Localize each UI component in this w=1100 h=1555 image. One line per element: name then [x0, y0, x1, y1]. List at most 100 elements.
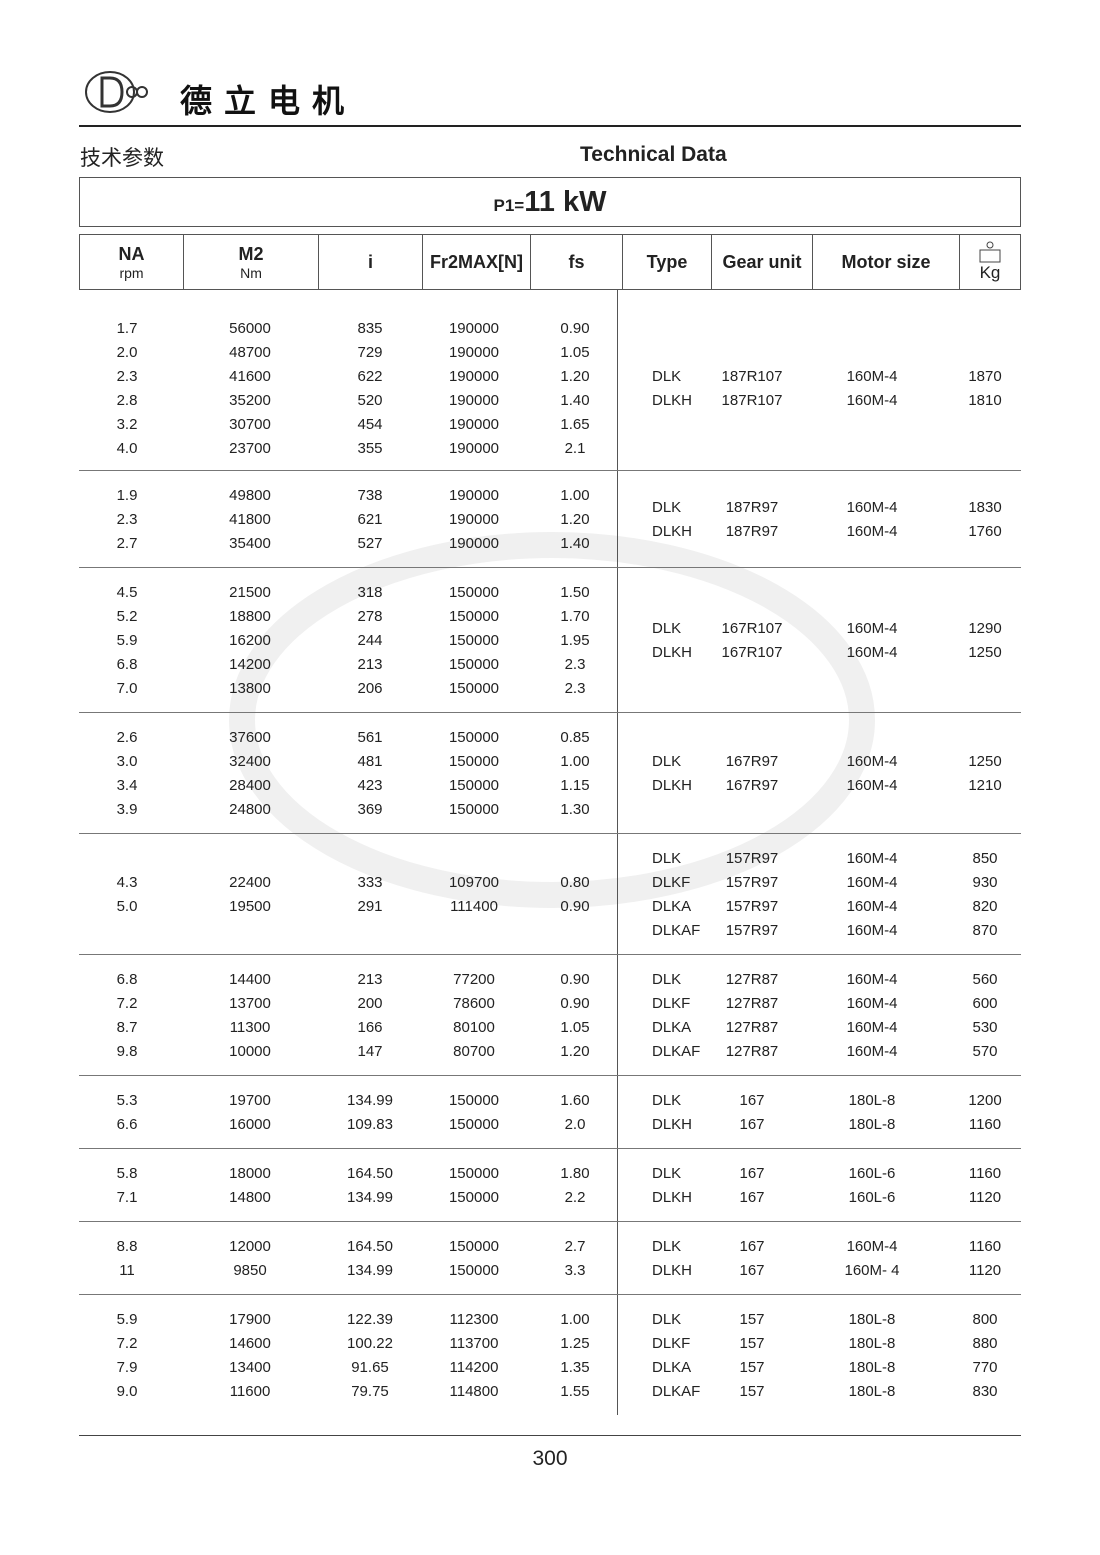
col-kg: Kg	[960, 235, 1020, 289]
cell-weight: 1120	[968, 1261, 1002, 1279]
col-i: i	[319, 235, 423, 289]
col-fs: fs	[531, 235, 623, 289]
cell-m2: 18000	[229, 1164, 271, 1182]
cell-type: DLK	[652, 849, 682, 867]
table-row: DLKAF 157R97 160M-4 870	[618, 918, 1021, 942]
table-row: 2.7 35400 527 190000 1.40	[79, 531, 617, 555]
cell-i: 318	[357, 583, 383, 601]
cell-na: 5.9	[116, 631, 138, 649]
cell-motor-size: 160M-4	[846, 498, 898, 516]
cell-gear-unit: 167	[739, 1115, 765, 1133]
cell-gear-unit: 157	[739, 1334, 765, 1352]
col-fr: Fr2MAX[N]	[423, 235, 531, 289]
cell-na: 7.9	[116, 1358, 138, 1376]
cell-gear-unit: 127R87	[725, 1042, 779, 1060]
cell-fr: 150000	[448, 1188, 500, 1206]
header-na-unit: rpm	[119, 264, 144, 281]
table-header: NA rpm M2 Nm i Fr2MAX[N] fs Type Gear unit…	[79, 234, 1021, 290]
cell-motor-size: 180L-8	[848, 1334, 896, 1352]
table-row: 8.8 12000 164.50 150000 2.7	[79, 1234, 617, 1258]
cell-na: 4.3	[116, 873, 138, 891]
header-kg: Kg	[979, 263, 1001, 282]
cell-motor-size: 180L-8	[848, 1115, 896, 1133]
cell-na: 1.7	[116, 319, 138, 337]
table-row: 5.3 19700 134.99 150000 1.60	[79, 1088, 617, 1112]
cell-fr: 112300	[449, 1310, 499, 1328]
header-divider	[79, 125, 1021, 127]
table-row: 4.3 22400 333 109700 0.80	[79, 870, 617, 894]
cell-fr: 150000	[448, 1237, 500, 1255]
model-rows: DLK 157 180L-8 800 DLKF 157 180L-8 880 DLKA 157 18…	[617, 1295, 1021, 1415]
cell-fs: 0.90	[560, 994, 590, 1012]
cell-motor-size: 160M-4	[846, 776, 898, 794]
col-motor: Motor size	[813, 235, 960, 289]
performance-rows: 4.3 22400 333 109700 0.80 5.0 19500 291 111400 0.…	[79, 846, 617, 942]
cell-m2: 16200	[229, 631, 271, 649]
cell-type: DLKA	[652, 897, 692, 915]
page-number: 300	[532, 1447, 568, 1470]
cell-motor-size: 160M-4	[846, 619, 898, 637]
table-row: DLKH 167R107 160M-4 1250	[618, 640, 1021, 664]
cell-na: 9.8	[116, 1042, 138, 1060]
table-row: 6.8 14200 213 150000 2.3	[79, 652, 617, 676]
cell-type: DLKH	[652, 1261, 693, 1279]
cell-motor-size: 180L-8	[848, 1091, 896, 1109]
table-row: DLK 157R97 160M-4 850	[618, 846, 1021, 870]
cell-fs: 1.40	[560, 391, 590, 409]
cell-na: 3.9	[116, 800, 138, 818]
table-row: DLK 187R97 160M-4 1830	[618, 495, 1021, 519]
header-i: i	[367, 251, 373, 272]
cell-m2: 24800	[229, 800, 271, 818]
cell-m2: 10000	[229, 1042, 271, 1060]
cell-m2: 23700	[229, 439, 271, 457]
table-row: DLKA 127R87 160M-4 530	[618, 1015, 1021, 1039]
table-row: DLK 167R107 160M-4 1290	[618, 616, 1021, 640]
cell-m2: 35200	[229, 391, 271, 409]
cell-motor-size: 180L-8	[848, 1310, 896, 1328]
cell-fr: 78600	[453, 994, 495, 1012]
cell-fr: 150000	[448, 752, 500, 770]
cell-type: DLKH	[652, 643, 693, 661]
cell-weight: 1870	[968, 367, 1002, 385]
cell-motor-size: 160M-4	[846, 921, 898, 939]
table-row: 7.0 13800 206 150000 2.3	[79, 676, 617, 700]
cell-motor-size: 160M-4	[846, 522, 898, 540]
cell-type: DLKF	[652, 994, 691, 1012]
cell-weight: 870	[972, 921, 998, 939]
cell-fr: 190000	[448, 439, 500, 457]
table-row: 3.0 32400 481 150000 1.00	[79, 749, 617, 773]
cell-i: 621	[357, 510, 383, 528]
header-m2-unit: Nm	[240, 264, 262, 281]
header-gear: Gear unit	[722, 251, 802, 272]
table-row: 5.8 18000 164.50 150000 1.80	[79, 1161, 617, 1185]
table-row: DLK 157 180L-8 800	[618, 1307, 1021, 1331]
cell-type: DLKH	[652, 1188, 693, 1206]
cell-motor-size: 160M-4	[846, 391, 898, 409]
table-row: 7.2 13700 200 78600 0.90	[79, 991, 617, 1015]
col-m2: M2 Nm	[184, 235, 319, 289]
cell-motor-size: 160M- 4	[844, 1261, 900, 1279]
header-fr: Fr2MAX[N]	[430, 251, 523, 272]
cell-weight: 1160	[968, 1115, 1002, 1133]
table-row: DLK 167R97 160M-4 1250	[618, 749, 1021, 773]
cell-i: 79.75	[351, 1382, 389, 1400]
table-row: DLKF 157 180L-8 880	[618, 1331, 1021, 1355]
cell-motor-size: 160M-4	[846, 994, 898, 1012]
cell-na: 3.4	[116, 776, 138, 794]
cell-na: 1.9	[116, 486, 138, 504]
cell-gear-unit: 167R97	[725, 776, 779, 794]
power-prefix: P1=	[493, 196, 525, 215]
cell-gear-unit: 167	[739, 1164, 765, 1182]
table-row: 2.3 41600 622 190000 1.20	[79, 364, 617, 388]
cell-weight: 1250	[968, 643, 1002, 661]
cell-i: 164.50	[347, 1237, 393, 1255]
table-row: 3.9 24800 369 150000 1.30	[79, 797, 617, 821]
cell-m2: 11600	[229, 1382, 271, 1400]
model-rows: DLK 167R107 160M-4 1290 DLKH 167R107 160M-4 125…	[617, 568, 1021, 712]
table-row: DLKAF 157 180L-8 830	[618, 1379, 1021, 1403]
cell-i: 213	[357, 655, 383, 673]
model-rows: DLK 167 160L-6 1160 DLKH 167 160L-6 1120	[617, 1149, 1021, 1221]
cell-na: 4.5	[116, 583, 138, 601]
table-row: DLKAF 127R87 160M-4 570	[618, 1039, 1021, 1063]
